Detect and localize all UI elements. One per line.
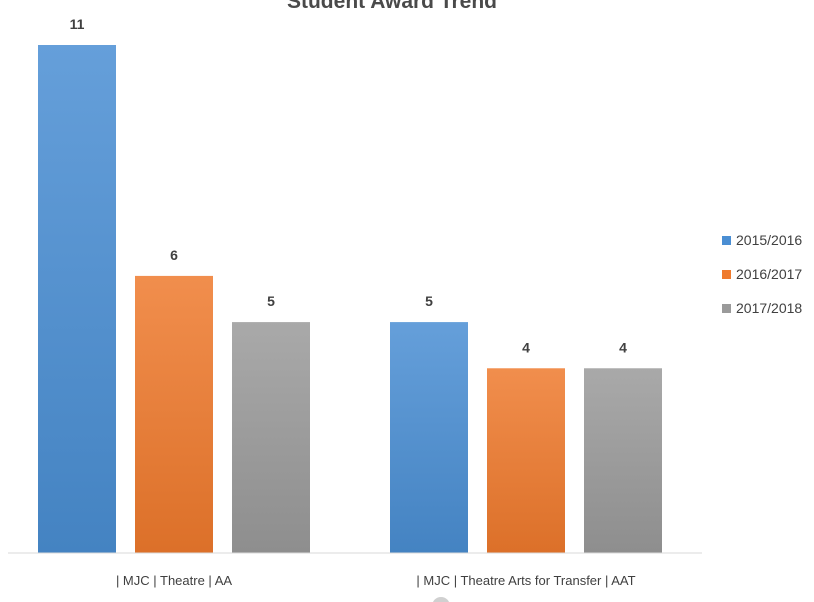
data-label: 4 — [522, 339, 530, 355]
legend-label: 2017/2018 — [736, 300, 802, 316]
data-label: 11 — [70, 16, 85, 32]
data-label: 5 — [425, 293, 433, 309]
category-labels-layer: | MJC | Theatre | AA | MJC | Theatre Arts… — [116, 573, 636, 588]
data-label: 5 — [267, 293, 275, 309]
legend-swatch — [722, 236, 731, 245]
legend-label: 2016/2017 — [736, 266, 802, 282]
chart-title: Student Award Trend — [287, 0, 497, 13]
category-label: | MJC | Theatre Arts for Transfer | AAT — [416, 573, 635, 588]
scroll-indicator — [432, 597, 450, 602]
bar-1-2017-2018 — [232, 322, 310, 553]
bars-layer — [38, 45, 662, 553]
category-label: | MJC | Theatre | AA — [116, 573, 232, 588]
data-label: 4 — [619, 339, 627, 355]
legend-label: 2015/2016 — [736, 232, 802, 248]
data-label: 6 — [170, 247, 178, 263]
bar-2-2017-2018 — [584, 368, 662, 553]
bar-2-2016-2017 — [487, 368, 565, 553]
legend: 2015/2016 2016/2017 2017/2018 — [722, 232, 802, 316]
legend-swatch — [722, 304, 731, 313]
legend-swatch — [722, 270, 731, 279]
bar-2-2015-2016 — [390, 322, 468, 553]
bar-1-2015-2016 — [38, 45, 116, 553]
data-labels-layer: 11 6 5 5 4 4 — [70, 16, 628, 355]
bar-1-2016-2017 — [135, 275, 213, 553]
